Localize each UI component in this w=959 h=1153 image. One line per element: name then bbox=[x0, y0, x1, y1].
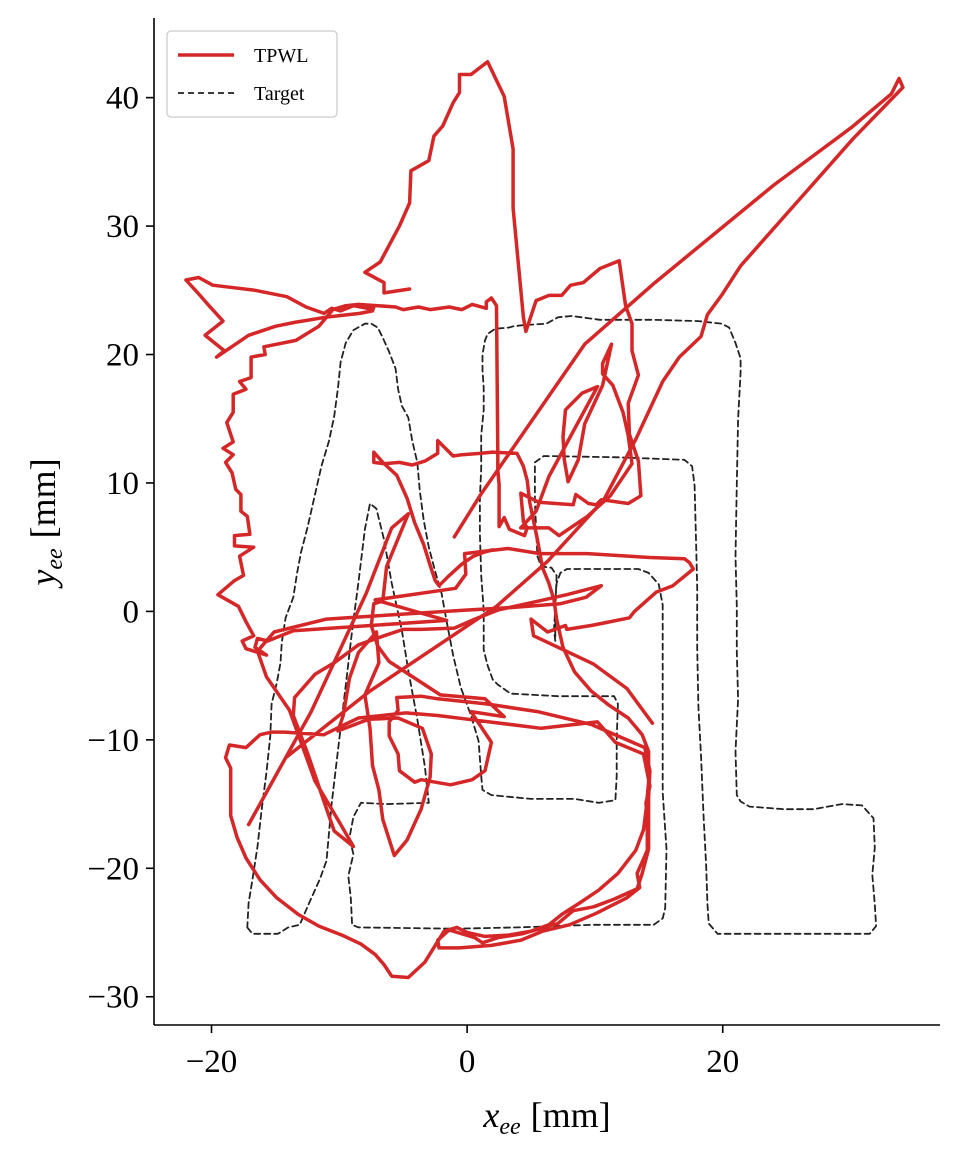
legend-box bbox=[166, 30, 338, 118]
y-tick-label: 0 bbox=[123, 594, 140, 630]
x-axis-label-unit: [mm] bbox=[531, 1095, 611, 1135]
y-tick-label: 30 bbox=[106, 209, 139, 245]
y-axis-label: yee [mm] bbox=[23, 458, 68, 588]
x-tick-label: −20 bbox=[186, 1044, 238, 1080]
y-tick-label: −10 bbox=[87, 723, 139, 759]
y-axis-label-unit: [mm] bbox=[23, 458, 63, 538]
x-ticks: −20 0 20 bbox=[186, 1025, 739, 1080]
x-axis-label-sub: ee bbox=[499, 1114, 521, 1140]
legend: TPWL Target bbox=[166, 30, 338, 118]
y-tick-label: 20 bbox=[106, 338, 139, 374]
x-axis-label: xee [mm] bbox=[482, 1095, 610, 1140]
series-target-path bbox=[246, 315, 877, 935]
y-axis-label-main: y bbox=[23, 570, 63, 589]
svg-text:xee[mm]: xee [mm] bbox=[482, 1095, 610, 1140]
series-tpwl-path-2 bbox=[184, 275, 376, 359]
y-tick-label: 40 bbox=[106, 81, 139, 117]
series-tpwl-path-3 bbox=[255, 583, 604, 849]
svg-text:yee[mm]: yee [mm] bbox=[23, 458, 68, 588]
axes bbox=[153, 18, 940, 1026]
series-tpwl-path-5 bbox=[519, 342, 634, 538]
plot-area bbox=[184, 59, 905, 980]
x-tick-label: 20 bbox=[706, 1044, 739, 1080]
series-tpwl-path-1 bbox=[223, 76, 905, 980]
y-tick-label: −20 bbox=[87, 851, 139, 887]
y-tick-label: −30 bbox=[87, 980, 139, 1016]
legend-label-target: Target bbox=[254, 83, 305, 105]
series-tpwl-path-4 bbox=[336, 630, 434, 858]
x-tick-label: 0 bbox=[459, 1044, 476, 1080]
legend-label-tpwl: TPWL bbox=[254, 45, 308, 67]
y-ticks: −30 −20 −10 0 10 20 30 40 bbox=[87, 81, 154, 1016]
x-axis-label-main: x bbox=[482, 1095, 499, 1135]
y-tick-label: 10 bbox=[106, 466, 139, 502]
series-tpwl-path-0 bbox=[216, 59, 696, 725]
y-axis-label-sub: ee bbox=[42, 548, 68, 570]
